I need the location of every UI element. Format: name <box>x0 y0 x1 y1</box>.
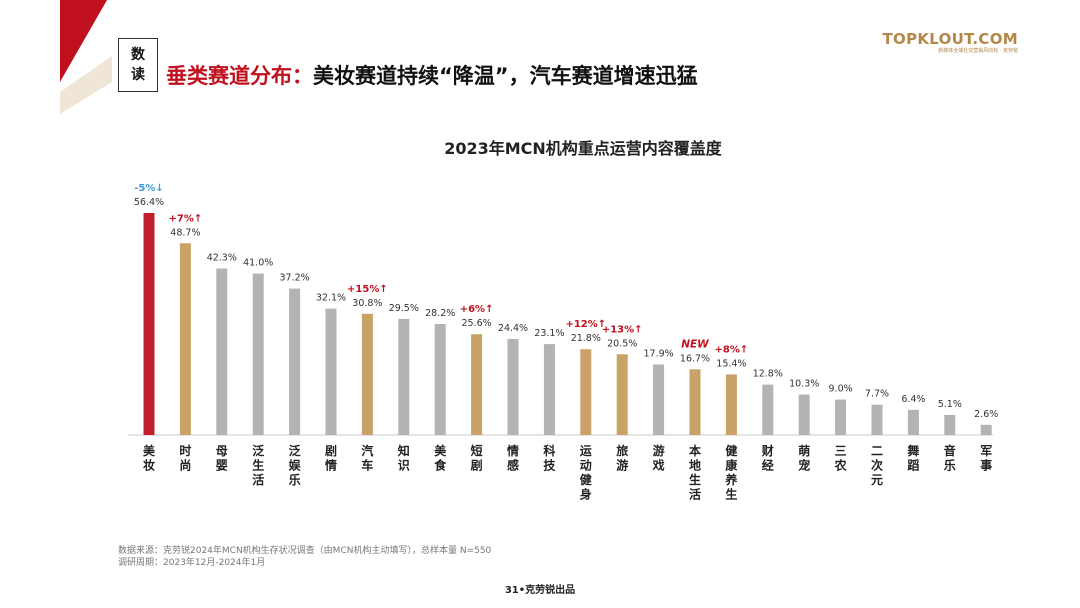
bar-11 <box>507 339 519 435</box>
category-label: 三农 <box>834 444 847 473</box>
category-label: 情感 <box>507 443 519 473</box>
value-label: 56.4% <box>134 197 164 208</box>
value-label: 21.8% <box>571 333 601 344</box>
section-tag-line2: 读 <box>131 67 145 83</box>
bar-21 <box>871 404 883 435</box>
value-label: 24.4% <box>498 323 528 334</box>
category-label: 母婴 <box>216 444 228 473</box>
value-label: 25.6% <box>462 318 492 329</box>
bar-12 <box>543 344 555 435</box>
corner-decoration <box>60 0 112 114</box>
change-annotation: +8%↑ <box>715 344 749 355</box>
category-label: 萌宠 <box>798 443 810 473</box>
value-label: 6.4% <box>901 394 925 405</box>
change-annotation: +6%↑ <box>460 304 494 315</box>
category-label: 知识 <box>397 443 410 473</box>
category-label: 短剧 <box>471 443 483 473</box>
change-annotation: +13%↑ <box>602 324 643 335</box>
bar-8 <box>398 318 410 435</box>
category-label: 二次元 <box>871 444 883 487</box>
headline-prefix: 垂类赛道分布： <box>166 64 313 88</box>
category-label: 科技 <box>543 443 556 473</box>
change-annotation: -5%↓ <box>134 183 164 194</box>
category-label: 时尚 <box>179 443 191 473</box>
corner-beige-shape <box>60 56 112 114</box>
category-label: 音乐 <box>944 443 956 473</box>
logo-subtitle: 新媒体全域社交营销风向标 · 克劳锐 <box>938 48 1018 54</box>
bar-16 <box>689 369 701 435</box>
category-label: 泛生活 <box>252 443 264 487</box>
category-label: 运动健身 <box>580 444 593 502</box>
bar-20 <box>835 399 847 435</box>
value-label: 7.7% <box>865 389 889 400</box>
bar-3 <box>216 268 228 435</box>
value-label: 29.5% <box>389 303 419 314</box>
bar-6 <box>325 308 337 435</box>
brand-logo: TOPKLOUT.COM 新媒体全域社交营销风向标 · 克劳锐 <box>883 31 1019 55</box>
bar-24 <box>980 424 992 435</box>
value-label: 48.7% <box>170 227 200 238</box>
bar-19 <box>798 394 810 435</box>
bar-9 <box>434 324 446 435</box>
value-label: 37.2% <box>280 273 310 284</box>
bar-22 <box>907 409 919 435</box>
category-label: 汽车 <box>361 443 373 473</box>
category-label: 泛娱乐 <box>289 443 302 487</box>
bar-18 <box>762 384 774 435</box>
category-label: 旅游 <box>616 443 628 473</box>
category-label: 美妆 <box>143 443 156 473</box>
value-label: 20.5% <box>607 338 637 349</box>
category-label: 舞蹈 <box>906 443 919 473</box>
value-label: 23.1% <box>534 328 564 339</box>
category-label: 本地生活 <box>689 443 701 502</box>
change-annotation: +12%↑ <box>565 319 606 330</box>
bar-17 <box>725 374 737 435</box>
value-label: 16.7% <box>680 353 710 364</box>
bar-23 <box>944 414 956 435</box>
category-label: 剧情 <box>325 443 337 473</box>
value-label: 9.0% <box>829 384 853 395</box>
footer-source-block: 数据来源：克劳锐2024年MCN机构生存状况调查（由MCN机构主动填写），总样本… <box>118 545 491 569</box>
value-label: 12.8% <box>753 369 783 380</box>
chart-title: 2023年MCN机构重点运营内容覆盖度 <box>444 139 723 158</box>
category-label: 军事 <box>980 443 992 473</box>
bar-1 <box>143 213 155 435</box>
value-label: 30.8% <box>352 298 382 309</box>
value-label: 10.3% <box>789 379 819 390</box>
bar-2 <box>179 243 191 435</box>
page-footer: 31•克劳锐出品 <box>504 585 576 596</box>
change-annotation: +15%↑ <box>347 284 388 295</box>
bar-5 <box>289 288 301 435</box>
survey-period: 调研周期：2023年12月-2024年1月 <box>118 558 266 568</box>
value-label: 2.6% <box>974 409 998 420</box>
bar-13 <box>580 349 592 435</box>
value-label: 28.2% <box>425 308 455 319</box>
bar-4 <box>252 273 264 435</box>
value-label: 32.1% <box>316 293 346 304</box>
value-label: 5.1% <box>938 399 962 410</box>
change-annotation: +7%↑ <box>169 213 203 224</box>
value-label: 15.4% <box>716 358 746 369</box>
section-tag: 数 读 <box>118 38 158 92</box>
category-label: 美食 <box>433 443 447 473</box>
page-headline: 垂类赛道分布：美妆赛道持续“降温”，汽车赛道增速迅猛 <box>166 60 698 90</box>
value-label: 41.0% <box>243 258 273 269</box>
value-label: 42.3% <box>207 253 237 264</box>
headline-text: 美妆赛道持续“降温”，汽车赛道增速迅猛 <box>313 64 698 88</box>
category-label: 游戏 <box>652 443 665 473</box>
category-label: 健康养生 <box>724 443 738 502</box>
bar-10 <box>471 334 483 435</box>
bar-7 <box>361 313 373 435</box>
bar-14 <box>616 354 628 435</box>
corner-red-shape <box>60 0 107 82</box>
bar-15 <box>653 364 665 435</box>
category-label: 财经 <box>761 443 774 473</box>
change-annotation: NEW <box>681 338 709 350</box>
value-label: 17.9% <box>644 349 674 360</box>
source-note: 数据来源：克劳锐2024年MCN机构生存状况调查（由MCN机构主动填写），总样本… <box>118 546 492 556</box>
logo-mark: TOPKLOUT.COM <box>882 30 1018 48</box>
section-tag-line1: 数 <box>131 47 145 63</box>
